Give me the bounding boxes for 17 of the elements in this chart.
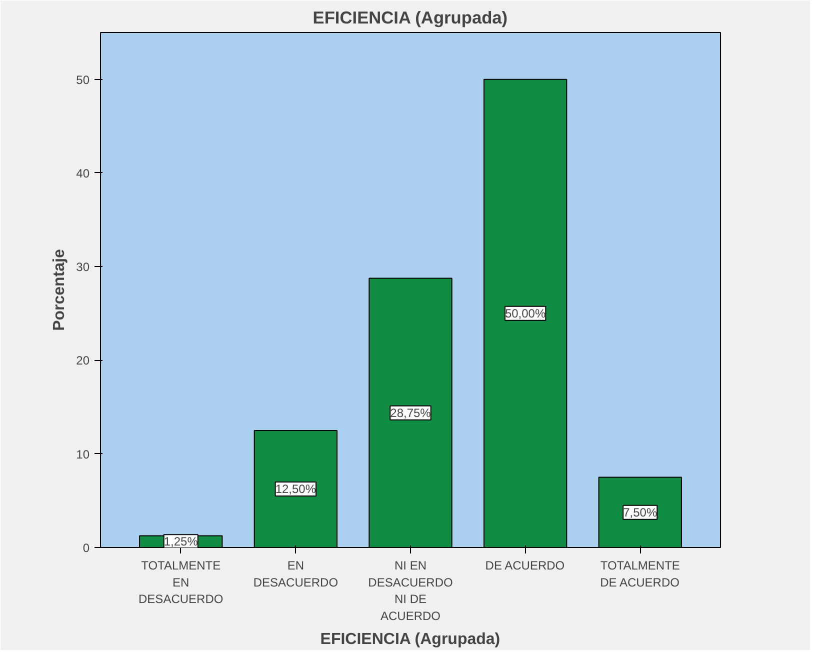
- y-tick-label: 20: [76, 354, 90, 368]
- chart-title: EFICIENCIA (Agrupada): [312, 8, 508, 28]
- x-tick-label: DE ACUERDO: [485, 558, 565, 572]
- x-tick-label: TOTALMENTE EN DESACUERDO: [138, 558, 224, 606]
- y-tick-label: 50: [76, 72, 90, 87]
- y-axis-title: Porcentaje: [51, 248, 68, 331]
- y-tick-label: 0: [82, 541, 90, 555]
- y-tick-label: 10: [76, 447, 90, 462]
- data-label: 7,50%: [623, 505, 658, 520]
- y-tick-label: 40: [76, 166, 90, 180]
- x-tick-label: NI EN DESACUERDO NI DE ACUERDO: [368, 558, 453, 623]
- x-tick-label: TOTALMENTE DE ACUERDO: [600, 558, 680, 590]
- data-label: 1,25%: [164, 534, 198, 549]
- data-label: 28,75%: [390, 406, 432, 420]
- y-tick-label: 30: [76, 260, 90, 274]
- x-axis-title: EFICIENCIA (Agrupada): [320, 630, 500, 648]
- x-tick-label: EN DESACUERDO: [253, 558, 338, 590]
